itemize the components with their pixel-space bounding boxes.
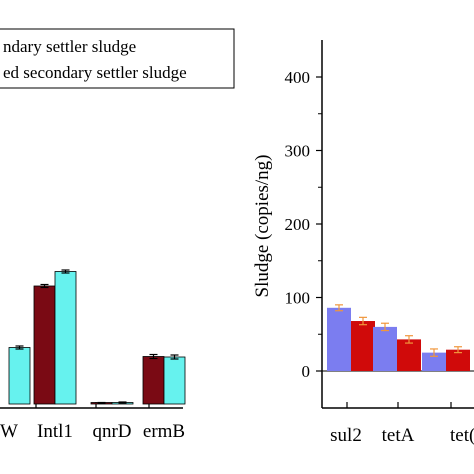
- left-category-label: qnrD: [92, 421, 131, 442]
- bar: [422, 352, 446, 371]
- right-category-label: tetA: [382, 425, 415, 446]
- y-tick-label: 400: [285, 68, 311, 87]
- left-category-label: ermB: [143, 421, 185, 442]
- bar: [351, 321, 375, 371]
- legend-box: [0, 28, 235, 89]
- right-chart: 0 100 200 300 400 Sludge (copies/ng) sul2 te…: [252, 40, 474, 446]
- bar: [163, 356, 186, 405]
- y-tick-label: 0: [302, 362, 311, 381]
- legend: ndary settler sludge ed secondary settle…: [0, 28, 235, 89]
- y-tick-label: 200: [285, 215, 311, 234]
- bar: [373, 326, 397, 371]
- bar: [8, 347, 31, 405]
- left-chart: ndary settler sludge ed secondary settle…: [0, 28, 235, 442]
- bar: [54, 271, 77, 405]
- legend-entry-2: ed secondary settler sludge: [3, 63, 187, 82]
- bar: [142, 356, 165, 405]
- left-category-label: Intl1: [37, 421, 73, 442]
- left-category-label: W: [0, 421, 18, 442]
- right-category-label: tet(: [450, 425, 474, 446]
- y-tick-label: 100: [285, 289, 311, 308]
- bar: [397, 339, 421, 371]
- bar: [33, 285, 56, 405]
- y-tick-label: 300: [285, 142, 311, 161]
- bar: [446, 349, 470, 371]
- bar: [327, 307, 351, 371]
- right-category-label: sul2: [330, 425, 362, 446]
- right-y-axis-label: Sludge (copies/ng): [252, 154, 273, 297]
- legend-entry-1: ndary settler sludge: [3, 37, 136, 56]
